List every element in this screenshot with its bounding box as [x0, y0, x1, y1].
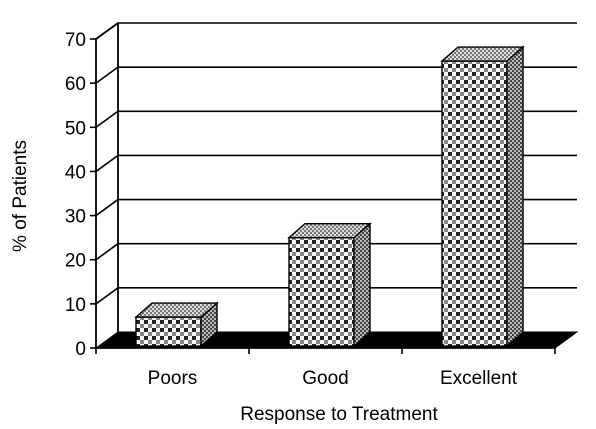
gridline [95, 22, 577, 40]
x-tick-labels: Poors Good Excellent [148, 368, 518, 389]
bar [440, 45, 525, 348]
y-tick-labels: 0 10 20 30 40 50 60 70 [65, 30, 86, 360]
bar [134, 301, 219, 348]
bar-top-face [287, 222, 372, 239]
y-tick-label: 60 [65, 74, 86, 95]
y-tick-label: 30 [65, 207, 86, 228]
bar-front-face [135, 316, 202, 347]
x-tick-label: Excellent [440, 368, 518, 389]
x-tick-label: Good [302, 368, 348, 389]
bar-top-face [134, 302, 219, 318]
bar-side-face [353, 222, 371, 348]
y-tick-label: 0 [75, 339, 86, 360]
y-tick-label: 70 [65, 30, 86, 51]
bar-front-face [441, 60, 508, 347]
bars [134, 45, 525, 348]
side-wall-top-edge [95, 22, 119, 40]
bar [287, 222, 372, 348]
x-tick-label: Poors [148, 368, 198, 389]
y-tick-label: 50 [65, 118, 86, 139]
bar-top-face [440, 46, 525, 62]
bar-front-face [288, 236, 355, 347]
bar-side-face [506, 45, 524, 348]
y-tick-label: 40 [65, 162, 86, 183]
y-tick-label: 20 [65, 251, 86, 272]
y-axis-title: % of Patients [10, 140, 31, 252]
y-tick-label: 10 [65, 295, 86, 316]
x-axis-title: Response to Treatment [240, 404, 438, 425]
